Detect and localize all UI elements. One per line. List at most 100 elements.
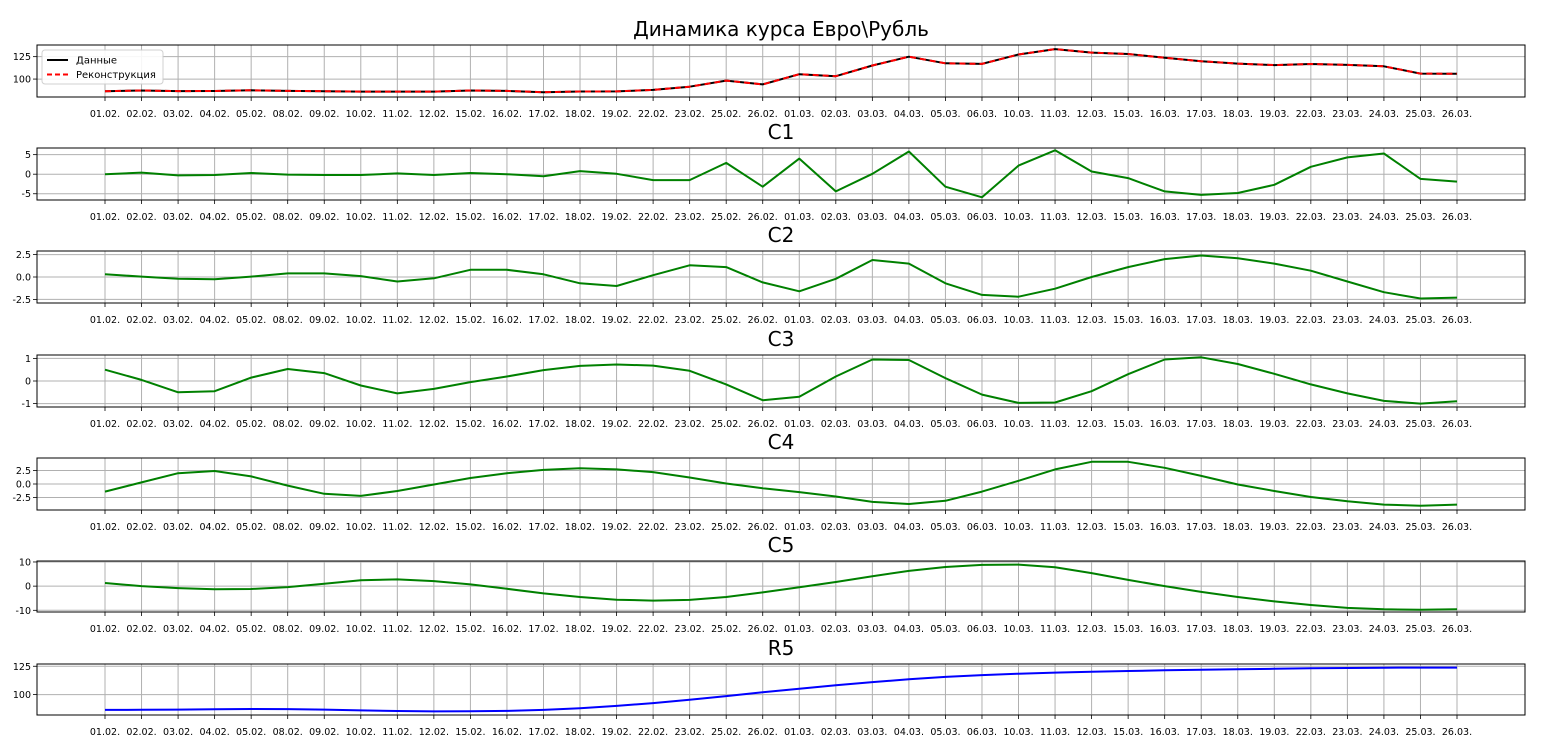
x-tick-label: 18.03. — [1223, 212, 1253, 223]
x-tick-label: 23.02. — [675, 109, 705, 120]
x-tick-label: 22.02. — [638, 212, 668, 223]
x-tick-label: 26.03. — [1442, 315, 1472, 326]
series-line-c5 — [104, 563, 1458, 611]
x-tick-label: 16.02. — [492, 419, 522, 430]
x-tick-label: 04.03. — [894, 315, 924, 326]
x-tick-label: 19.03. — [1259, 419, 1289, 430]
x-tick-label: 11.03. — [1040, 727, 1070, 738]
axes-frame — [36, 663, 1526, 716]
y-tick-label: 0.0 — [16, 480, 31, 491]
x-tick-label: 15.02. — [455, 315, 485, 326]
x-tick-label: 03.02. — [163, 624, 193, 635]
x-tick-label: 11.02. — [382, 624, 412, 635]
y-tick-label: 10 — [19, 557, 31, 568]
x-tick-label: 17.03. — [1186, 624, 1216, 635]
x-tick-label: 15.03. — [1113, 109, 1143, 120]
x-tick-label: 09.02. — [309, 727, 339, 738]
x-tick-label: 18.03. — [1223, 109, 1253, 120]
x-tick-label: 10.02. — [346, 624, 376, 635]
x-tick-label: 17.03. — [1186, 109, 1216, 120]
subplot-4: C4 01.02. 02.02. 03.02. 04.02. 05.02. 08.02. 09… — [12, 430, 1526, 533]
x-tick-label: 16.03. — [1150, 109, 1180, 120]
x-tick-label: 09.02. — [309, 315, 339, 326]
x-tick-label: 02.02. — [126, 109, 156, 120]
subplot-6: R5 01.02. 02.02. 03.02. 04.02. 05.02. 08.02. 09… — [13, 636, 1526, 738]
axes-frame — [36, 147, 1526, 201]
x-tick-label: 15.02. — [455, 109, 485, 120]
subplot-title: C5 — [768, 533, 795, 557]
x-tick-label: 04.02. — [200, 624, 230, 635]
legend-label: Данные — [76, 56, 117, 67]
subplot-title: R5 — [768, 636, 795, 660]
x-tick-label: 11.03. — [1040, 522, 1070, 533]
axes-frame — [36, 457, 1526, 511]
axes-frame — [36, 560, 1526, 613]
x-tick-label: 25.03. — [1405, 727, 1435, 738]
x-tick-label: 22.03. — [1296, 522, 1326, 533]
x-tick-label: 19.03. — [1259, 727, 1289, 738]
subplot-title: C1 — [768, 120, 795, 144]
y-tick-label: 1 — [25, 354, 31, 365]
x-tick-label: 15.02. — [455, 522, 485, 533]
x-tick-label: 24.03. — [1369, 522, 1399, 533]
x-tick-label: 25.02. — [711, 315, 741, 326]
x-tick-label: 17.03. — [1186, 315, 1216, 326]
x-tick-label: 19.02. — [601, 522, 631, 533]
y-tick-label: 125 — [13, 52, 31, 63]
x-tick-label: 05.03. — [930, 315, 960, 326]
x-tick-label: 23.03. — [1332, 109, 1362, 120]
x-tick-label: 22.02. — [638, 522, 668, 533]
x-tick-label: 16.03. — [1150, 522, 1180, 533]
x-tick-label: 03.02. — [163, 419, 193, 430]
x-tick-label: 03.02. — [163, 315, 193, 326]
y-tick-label: -2.5 — [12, 295, 31, 306]
y-tick-label: 2.5 — [16, 250, 31, 261]
x-tick-label: 08.02. — [273, 315, 303, 326]
x-tick-label: 18.02. — [565, 109, 595, 120]
x-tick-label: 25.03. — [1405, 109, 1435, 120]
x-tick-label: 06.03. — [967, 522, 997, 533]
x-tick-label: 22.02. — [638, 727, 668, 738]
series-line-c4 — [104, 460, 1458, 507]
series-line-c3 — [104, 356, 1458, 405]
x-tick-label: 26.03. — [1442, 212, 1472, 223]
x-tick-label: 19.02. — [601, 624, 631, 635]
x-tick-label: 10.02. — [346, 109, 376, 120]
x-tick-label: 25.03. — [1405, 419, 1435, 430]
x-tick-label: 26.02. — [748, 727, 778, 738]
x-tick-label: 17.02. — [528, 212, 558, 223]
x-tick-label: 23.03. — [1332, 727, 1362, 738]
x-tick-label: 12.03. — [1076, 315, 1106, 326]
x-tick-label: 17.03. — [1186, 727, 1216, 738]
x-tick-label: 04.03. — [894, 624, 924, 635]
x-tick-label: 25.02. — [711, 727, 741, 738]
x-tick-label: 22.03. — [1296, 419, 1326, 430]
x-tick-label: 01.03. — [784, 727, 814, 738]
x-tick-label: 05.02. — [236, 109, 266, 120]
x-tick-label: 25.02. — [711, 419, 741, 430]
y-tick-label: 100 — [13, 75, 31, 86]
x-tick-label: 08.02. — [273, 212, 303, 223]
x-tick-label: 03.02. — [163, 727, 193, 738]
x-tick-label: 01.03. — [784, 109, 814, 120]
x-tick-label: 01.02. — [90, 522, 120, 533]
x-tick-label: 10.03. — [1003, 315, 1033, 326]
x-tick-label: 11.03. — [1040, 212, 1070, 223]
x-tick-label: 02.03. — [821, 727, 851, 738]
x-tick-label: 25.03. — [1405, 315, 1435, 326]
x-tick-label: 06.03. — [967, 109, 997, 120]
x-tick-label: 05.03. — [930, 109, 960, 120]
x-tick-label: 23.03. — [1332, 315, 1362, 326]
x-tick-label: 02.03. — [821, 315, 851, 326]
series-line-c2 — [104, 254, 1458, 300]
x-tick-label: 03.02. — [163, 212, 193, 223]
x-tick-label: 23.02. — [675, 212, 705, 223]
subplot-1: C1 01.02. 02.02. 03.02. 04.02. 05.02. 08.02. 09… — [22, 120, 1526, 223]
x-tick-label: 25.03. — [1405, 624, 1435, 635]
x-tick-label: 16.02. — [492, 727, 522, 738]
x-tick-label: 04.02. — [200, 727, 230, 738]
x-tick-label: 12.02. — [419, 109, 449, 120]
x-tick-label: 19.02. — [601, 212, 631, 223]
x-tick-label: 10.03. — [1003, 212, 1033, 223]
x-tick-label: 15.03. — [1113, 212, 1143, 223]
